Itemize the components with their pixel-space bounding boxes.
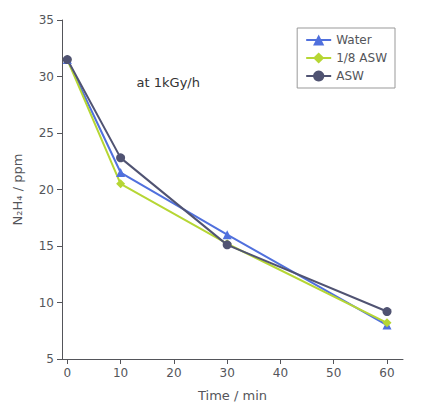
svg-text:1/8 ASW: 1/8 ASW (336, 51, 387, 65)
svg-text:10: 10 (39, 296, 54, 310)
svg-text:30: 30 (39, 70, 54, 84)
svg-text:10: 10 (113, 366, 128, 380)
svg-text:ASW: ASW (336, 69, 364, 83)
svg-text:30: 30 (220, 366, 235, 380)
svg-text:60: 60 (379, 366, 394, 380)
svg-text:20: 20 (166, 366, 181, 380)
svg-text:20: 20 (39, 183, 54, 197)
svg-text:Water: Water (336, 33, 372, 47)
svg-text:N₂H₄ / ppm: N₂H₄ / ppm (10, 154, 25, 226)
svg-text:40: 40 (273, 366, 288, 380)
svg-text:at 1kGy/h: at 1kGy/h (137, 75, 200, 90)
svg-text:50: 50 (326, 366, 341, 380)
svg-text:15: 15 (39, 239, 54, 253)
svg-text:35: 35 (39, 13, 54, 27)
svg-text:5: 5 (46, 352, 54, 366)
svg-text:25: 25 (39, 126, 54, 140)
svg-text:Time / min: Time / min (197, 388, 267, 403)
svg-text:0: 0 (64, 366, 72, 380)
